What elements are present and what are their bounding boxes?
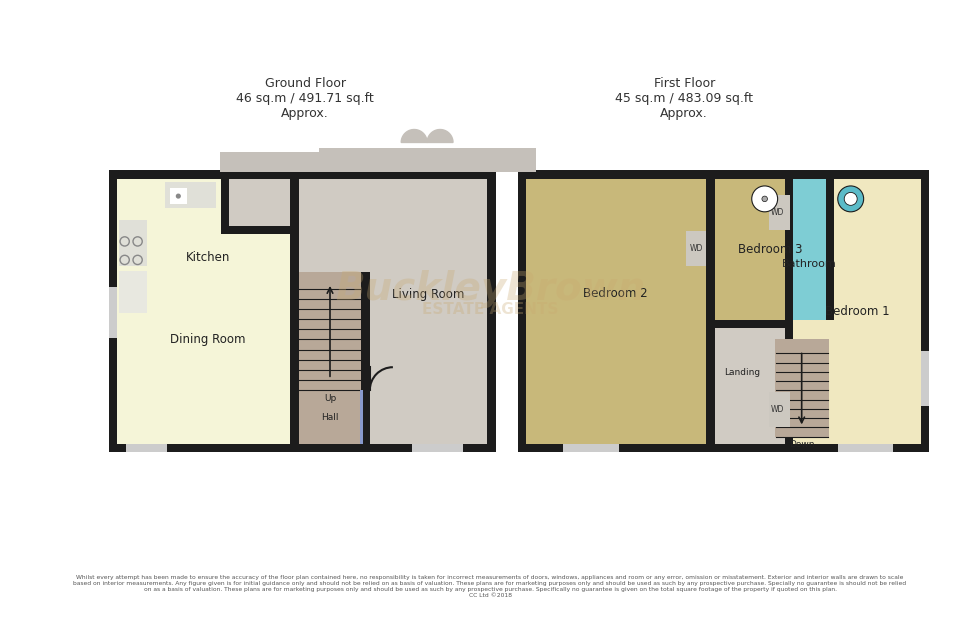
Bar xyxy=(517,171,929,453)
Text: Landing: Landing xyxy=(724,369,760,378)
Bar xyxy=(714,320,785,328)
Bar xyxy=(318,150,536,172)
Text: WD: WD xyxy=(771,208,784,217)
Bar xyxy=(564,444,618,453)
Text: Bedroom 2: Bedroom 2 xyxy=(583,287,648,300)
Bar xyxy=(229,179,290,226)
Text: Bedroom 1: Bedroom 1 xyxy=(825,305,890,318)
Bar xyxy=(125,444,168,453)
Bar xyxy=(838,444,893,453)
Bar xyxy=(413,444,464,453)
Text: Whilst every attempt has been made to ensure the accuracy of the floor plan cont: Whilst every attempt has been made to en… xyxy=(74,575,907,597)
Bar xyxy=(290,179,299,444)
Bar xyxy=(714,179,826,320)
Text: First Floor
45 sq.m / 483.09 sq.ft
Approx.: First Floor 45 sq.m / 483.09 sq.ft Appro… xyxy=(615,78,754,121)
Bar xyxy=(686,231,707,267)
Bar xyxy=(826,179,834,320)
Bar xyxy=(775,340,828,437)
Bar xyxy=(714,328,785,444)
Bar xyxy=(220,179,290,234)
Bar xyxy=(118,179,299,444)
Text: Ground Floor
46 sq.m / 491.71 sq.ft
Approx.: Ground Floor 46 sq.m / 491.71 sq.ft Appr… xyxy=(236,78,374,121)
Bar xyxy=(769,392,790,428)
Bar xyxy=(362,381,369,444)
Text: BuckleyBrown: BuckleyBrown xyxy=(335,270,645,308)
Circle shape xyxy=(844,192,858,205)
Bar xyxy=(299,390,362,444)
Circle shape xyxy=(752,186,778,212)
Bar xyxy=(360,390,364,444)
Text: Dining Room: Dining Room xyxy=(171,333,246,346)
Bar xyxy=(299,179,487,444)
Bar xyxy=(120,271,147,313)
Text: WD: WD xyxy=(690,244,703,253)
Circle shape xyxy=(838,186,863,212)
Bar xyxy=(785,179,794,444)
Bar xyxy=(362,272,369,390)
Text: Up: Up xyxy=(323,394,336,403)
Text: Bathroom: Bathroom xyxy=(782,258,837,269)
Bar xyxy=(109,171,496,453)
Bar xyxy=(794,179,921,444)
Bar xyxy=(220,152,359,172)
Text: Down: Down xyxy=(789,440,814,449)
Bar xyxy=(921,351,929,406)
Bar xyxy=(170,188,186,204)
Bar xyxy=(526,179,707,444)
Circle shape xyxy=(761,196,767,202)
Bar xyxy=(707,179,714,444)
Bar xyxy=(290,179,299,234)
Text: Bedroom 3: Bedroom 3 xyxy=(738,243,803,256)
Text: ESTATE AGENTS: ESTATE AGENTS xyxy=(421,303,559,317)
Bar xyxy=(120,220,147,267)
Text: Kitchen: Kitchen xyxy=(186,251,230,263)
Bar xyxy=(299,272,362,390)
Bar xyxy=(109,287,118,338)
Polygon shape xyxy=(427,129,453,142)
Bar xyxy=(318,148,536,172)
Bar xyxy=(769,195,790,230)
Bar xyxy=(220,179,229,234)
Circle shape xyxy=(176,194,180,198)
Text: WD: WD xyxy=(771,405,784,414)
Bar xyxy=(785,179,834,320)
Text: Living Room: Living Room xyxy=(392,288,465,301)
Polygon shape xyxy=(401,129,427,142)
Text: Hall: Hall xyxy=(321,413,339,422)
Bar xyxy=(166,182,217,208)
